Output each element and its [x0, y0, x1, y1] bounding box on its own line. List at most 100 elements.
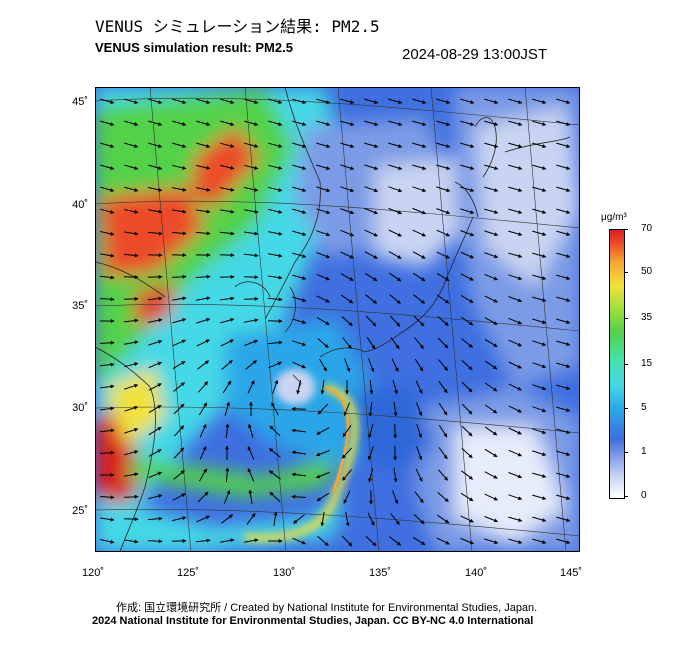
- wind-arrow: [272, 379, 279, 394]
- wind-arrow: [316, 316, 330, 326]
- wind-arrow: [243, 275, 259, 280]
- wind-arrow: [437, 294, 450, 304]
- wind-arrow: [556, 164, 571, 170]
- wind-arrow: [244, 98, 259, 104]
- wind-arrow: [532, 164, 547, 170]
- wind-arrow: [319, 358, 327, 372]
- wind-arrow: [196, 515, 211, 523]
- wind-arrow: [248, 489, 253, 504]
- wind-arrow: [508, 186, 523, 192]
- wind-arrow: [484, 120, 499, 126]
- wind-arrow: [317, 536, 329, 547]
- wind-arrow: [219, 231, 235, 236]
- wind-arrow: [460, 142, 475, 148]
- wind-arrow: [364, 272, 378, 282]
- colorbar-tick-5: [624, 408, 628, 409]
- wind-arrow: [484, 448, 498, 458]
- colorbar-label-15: 15: [641, 358, 653, 369]
- wind-arrow: [438, 447, 448, 460]
- wind-arrow: [412, 186, 427, 193]
- wind-arrow: [100, 384, 115, 389]
- colorbar-unit: μg/m³: [601, 212, 627, 223]
- wind-arrow: [292, 514, 305, 524]
- wind-arrow: [172, 164, 187, 170]
- wind-arrow: [292, 230, 307, 236]
- wind-arrow: [271, 402, 279, 416]
- wind-arrow: [342, 337, 352, 350]
- wind-arrow: [100, 231, 115, 236]
- colorbar-label-5: 5: [641, 402, 647, 413]
- wind-arrow: [461, 316, 474, 326]
- wind-arrow: [221, 359, 233, 370]
- wind-arrow: [368, 401, 373, 417]
- colorbar-tick-1: [624, 452, 628, 453]
- wind-arrow: [340, 251, 354, 259]
- wind-arrow: [292, 142, 307, 148]
- wind-arrow: [393, 402, 398, 417]
- colorbar-tick-0: [624, 496, 628, 497]
- wind-arrow: [124, 231, 139, 236]
- wind-arrow: [340, 208, 355, 215]
- wind-arrow: [532, 538, 547, 544]
- wind-arrow: [124, 472, 139, 477]
- wind-arrow: [556, 142, 571, 148]
- wind-arrow: [244, 318, 259, 323]
- wind-arrow: [173, 382, 186, 392]
- wind-arrow: [147, 253, 163, 258]
- wind-arrow: [532, 428, 547, 435]
- wind-arrow: [220, 142, 235, 148]
- wind-arrow: [436, 537, 450, 545]
- lon-label-145: 145˚: [559, 567, 583, 579]
- lon-label-125: 125˚: [176, 567, 200, 579]
- wind-arrow: [243, 296, 259, 301]
- wind-arrow: [436, 98, 451, 104]
- wind-arrow: [508, 516, 523, 522]
- wind-arrow: [247, 467, 255, 482]
- wind-arrow: [99, 495, 115, 500]
- pm25-map: [95, 87, 580, 552]
- lat-label-30: 30˚: [72, 402, 88, 414]
- wind-arrow: [532, 318, 547, 324]
- wind-arrow: [556, 186, 571, 192]
- wind-arrow: [199, 445, 207, 460]
- wind-arrow: [508, 449, 523, 457]
- wind-arrow: [245, 360, 257, 370]
- wind-arrow: [461, 359, 473, 371]
- wind-arrow: [292, 120, 307, 126]
- wind-arrow: [437, 337, 449, 349]
- wind-arrow: [223, 489, 231, 504]
- wind-arrow: [388, 251, 402, 259]
- wind-arrow: [292, 274, 307, 280]
- wind-arrow: [532, 450, 547, 457]
- wind-arrow: [247, 380, 255, 394]
- wind-arrow: [124, 427, 139, 434]
- wind-arrow: [316, 98, 331, 104]
- wind-arrow: [148, 142, 163, 148]
- wind-arrow: [124, 120, 139, 126]
- wind-arrow: [269, 425, 281, 437]
- wind-arrow: [148, 120, 163, 126]
- wind-arrow: [148, 361, 163, 369]
- colorbar-label-0: 0: [641, 490, 647, 501]
- wind-arrow: [343, 402, 351, 417]
- wind-arrow: [438, 402, 448, 416]
- wind-arrow: [316, 120, 331, 126]
- wind-arrow: [195, 231, 211, 236]
- lat-label-40: 40˚: [72, 199, 88, 211]
- wind-arrow: [484, 516, 499, 523]
- map-frame: [95, 87, 580, 552]
- wind-arrow: [388, 229, 402, 237]
- wind-arrow: [368, 358, 375, 373]
- wind-arrow: [148, 339, 163, 346]
- wind-arrow: [345, 512, 350, 527]
- wind-arrow: [484, 426, 498, 436]
- wind-arrow: [340, 186, 355, 193]
- wind-arrow: [99, 297, 115, 302]
- wind-arrow: [100, 120, 115, 126]
- wind-arrow: [292, 164, 307, 170]
- credit-line-2: 2024 National Institute for Environmenta…: [92, 615, 534, 627]
- wind-arrow: [389, 294, 401, 304]
- wind-arrow: [246, 512, 256, 525]
- wind-arrow: [268, 275, 283, 280]
- colorbar-tick-50: [624, 272, 628, 273]
